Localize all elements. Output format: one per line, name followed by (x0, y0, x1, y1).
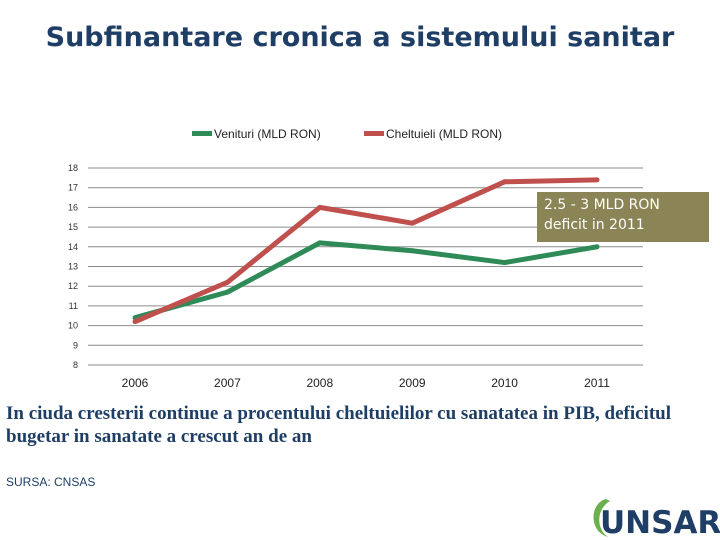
x-tick-label: 2006 (122, 376, 149, 390)
x-tick-label: 2011 (584, 376, 610, 390)
data-point (594, 244, 600, 250)
series-line-venituri (134, 240, 598, 321)
data-point (132, 319, 138, 325)
x-axis: 2006 2007 2008 2009 2010 2011 (122, 376, 611, 390)
line-chart: Venituri (MLD RON) Cheltuieli (MLD RON) 8… (68, 127, 643, 390)
x-tick-label: 2007 (214, 376, 241, 390)
slide-title: Subfinantare cronica a sistemului sanita… (45, 22, 675, 53)
data-point (502, 179, 508, 185)
callout-line-1: 2.5 - 3 MLD RON (544, 197, 660, 213)
x-tick-label: 2008 (306, 376, 333, 390)
y-tick-label: 12 (68, 281, 78, 291)
y-tick-label: 11 (69, 301, 78, 311)
y-axis: 8 9 10 11 12 13 14 15 16 17 18 (68, 163, 78, 370)
deficit-callout: 2.5 - 3 MLD RON deficit in 2011 (537, 192, 709, 242)
y-tick-label: 13 (68, 262, 78, 272)
legend-label: Venituri (MLD RON) (214, 127, 321, 141)
y-tick-label: 15 (68, 222, 78, 232)
series-line-cheltuieli (134, 177, 598, 324)
data-point (502, 260, 508, 266)
y-tick-label: 18 (68, 163, 78, 173)
y-tick-label: 16 (68, 202, 78, 212)
callout-line-2: deficit in 2011 (544, 217, 645, 233)
source-text: SURSA: CNSAS (6, 475, 96, 489)
legend-label: Cheltuieli (MLD RON) (386, 127, 502, 141)
x-tick-label: 2010 (491, 376, 518, 390)
chart-series (132, 177, 600, 325)
legend-swatch (364, 131, 384, 136)
y-tick-label: 10 (68, 321, 78, 331)
data-point (317, 204, 323, 210)
unsar-logo: UNSAR (593, 499, 720, 540)
data-point (317, 240, 323, 246)
y-tick-label: 17 (68, 183, 78, 193)
data-point (224, 289, 230, 295)
legend-swatch (192, 131, 212, 136)
y-tick-label: 9 (73, 340, 78, 350)
data-point (594, 177, 600, 183)
conclusion-text: In ciuda cresterii continue a procentulu… (6, 403, 671, 447)
data-point (409, 220, 415, 226)
y-tick-label: 8 (73, 360, 78, 370)
chart-legend: Venituri (MLD RON) Cheltuieli (MLD RON) (192, 127, 502, 141)
logo-swoosh (593, 499, 610, 537)
logo-text: UNSAR (600, 505, 720, 540)
y-tick-label: 14 (68, 242, 78, 252)
data-point (224, 279, 230, 285)
data-point (409, 248, 415, 254)
x-tick-label: 2009 (399, 376, 426, 390)
